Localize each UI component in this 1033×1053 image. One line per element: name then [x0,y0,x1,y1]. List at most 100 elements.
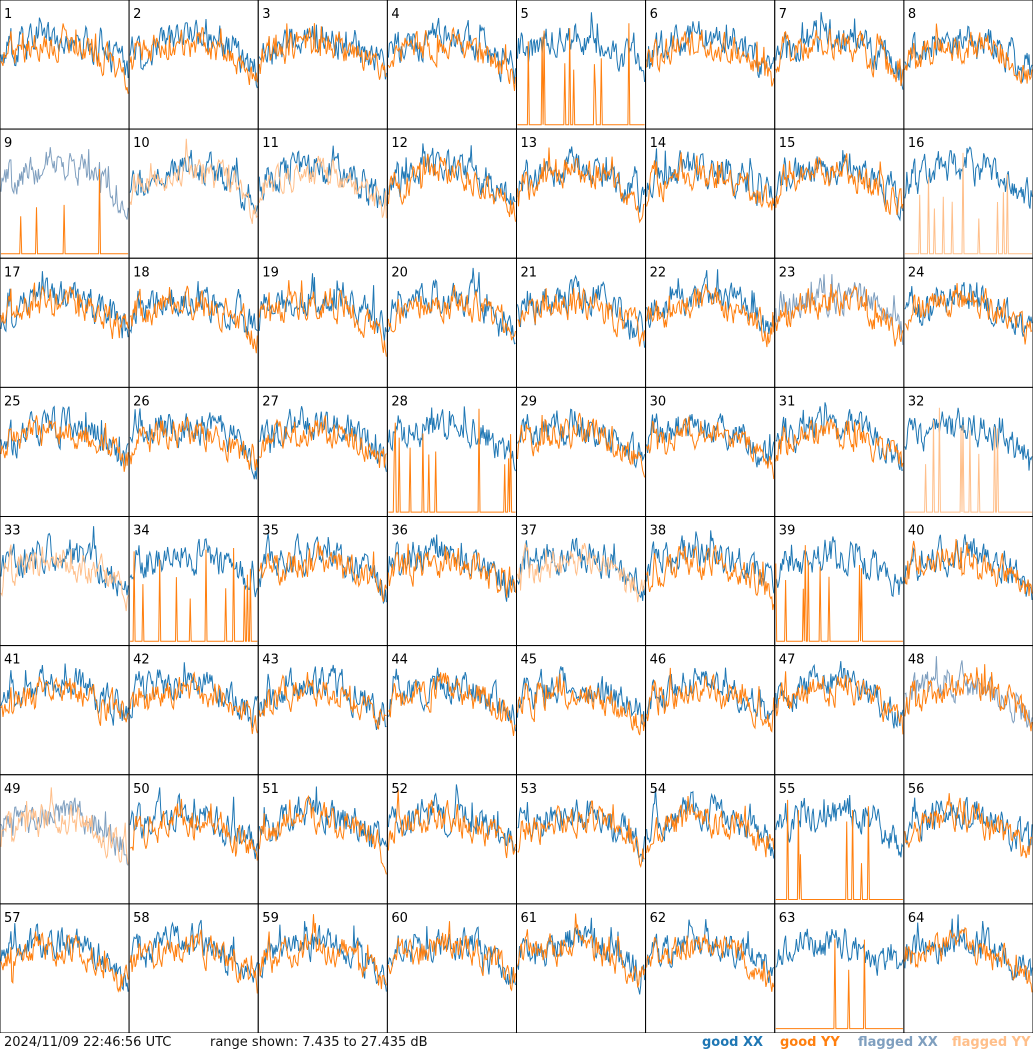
series-xx [129,787,258,860]
series-xx [646,667,774,720]
panel-label: 12 [391,136,408,151]
series-xx [258,786,387,848]
series-yy [0,676,129,726]
series-yy [517,800,645,868]
panel-frame [645,645,776,776]
panel-label: 52 [391,782,408,797]
panel-2: 2 [128,0,259,130]
panel-label: 16 [908,136,925,151]
series-yy [517,147,645,224]
panel-43: 43 [257,645,388,776]
panel-label: 14 [650,136,667,151]
series-yy [388,672,516,736]
series-yy [129,416,258,471]
panel-52: 52 [386,774,517,905]
series-yy [517,542,646,603]
series-xx [0,271,129,339]
series-yy [0,415,129,472]
series-yy [517,23,645,126]
panel-51: 51 [257,774,388,905]
series-yy [258,280,387,357]
series-xx [0,797,129,866]
panel-29: 29 [516,386,647,517]
legend-good-yy: good YY [780,1035,840,1050]
series-xx [129,919,258,983]
series-xx [646,919,775,984]
panel-label: 5 [521,7,529,22]
series-xx [517,799,646,862]
series-xx [259,406,387,472]
series-yy [517,913,646,988]
panel-35: 35 [257,516,388,647]
panel-36: 36 [386,516,517,647]
panel-58: 58 [128,903,259,1033]
panel-22: 22 [645,257,776,388]
series-yy [258,794,387,875]
panel-label: 43 [262,653,279,668]
panel-30: 30 [645,386,776,517]
panel-label: 63 [779,911,796,926]
panel-label: 44 [391,653,408,668]
panel-14: 14 [645,128,776,259]
panel-40: 40 [903,516,1033,647]
panel-label: 28 [391,394,408,409]
series-yy [130,547,258,642]
timestamp: 2024/11/09 22:46:56 UTC [4,1035,172,1050]
panel-15: 15 [774,128,905,259]
panel-frame [774,516,905,647]
series-xx [129,538,258,598]
panel-28: 28 [386,386,517,517]
series-yy [1,168,129,255]
panel-20: 20 [386,257,517,388]
series-yy [646,416,775,480]
panel-label: 9 [4,136,12,151]
panel-frame [128,386,259,517]
panel-59: 59 [257,903,388,1033]
series-xx [0,405,129,467]
panel-label: 62 [650,911,667,926]
series-yy [0,544,129,612]
series-xx [904,25,1033,83]
panel-label: 64 [908,911,925,926]
panel-17: 17 [0,257,130,388]
panel-frame [257,386,388,517]
series-yy [646,545,775,611]
panel-label: 25 [4,394,21,409]
panel-label: 32 [908,394,925,409]
series-yy [646,667,775,733]
panel-frame [257,516,388,647]
panel-label: 38 [650,524,667,539]
panel-label: 57 [4,911,21,926]
panel-label: 42 [133,653,150,668]
series-xx [258,921,387,992]
panel-25: 25 [0,386,130,517]
series-xx [258,273,387,341]
legend-flagged-xx: flagged XX [858,1035,938,1050]
panel-63: 63 [774,903,905,1033]
series-xx [646,21,775,78]
panel-label: 51 [262,782,279,797]
series-yy [129,138,258,225]
series-yy [517,412,646,478]
panel-label: 22 [650,265,667,280]
panel-label: 31 [779,394,796,409]
panel-37: 37 [516,516,647,647]
series-yy [904,793,1033,859]
panel-label: 45 [521,653,538,668]
panel-frame [128,0,259,130]
series-xx [0,147,129,220]
panel-frame [257,645,388,776]
panel-53: 53 [516,774,647,905]
panel-frame [0,774,130,905]
series-yy [646,795,775,858]
panel-label: 37 [521,524,538,539]
panel-label: 21 [521,265,538,280]
series-xx [775,928,904,976]
series-yy [388,408,516,513]
series-yy [129,285,258,354]
series-yy [904,23,1033,84]
series-xx [0,663,129,726]
series-xx [775,150,904,222]
panel-frame [386,774,517,905]
